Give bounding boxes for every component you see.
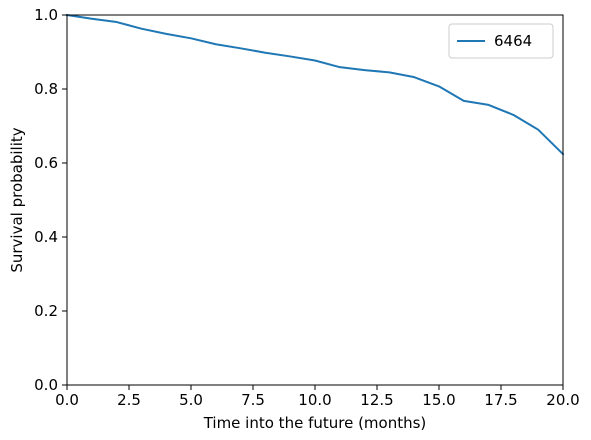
x-tick-label: 2.5 — [117, 391, 141, 409]
y-axis-ticks: 0.0 0.2 0.4 0.6 0.8 1.0 — [34, 6, 67, 394]
x-axis-label: Time into the future (months) — [203, 414, 427, 432]
x-tick-label: 12.5 — [360, 391, 393, 409]
x-axis-ticks: 0.0 2.5 5.0 7.5 10.0 12.5 15.0 17.5 20.0 — [55, 385, 580, 409]
y-tick-label: 1.0 — [34, 6, 58, 24]
legend-box — [448, 23, 554, 59]
legend: 6464 — [448, 23, 554, 59]
y-tick-label: 0.0 — [34, 376, 58, 394]
x-tick-label: 10.0 — [298, 391, 331, 409]
y-axis-label: Survival probability — [8, 127, 26, 272]
x-tick-label: 5.0 — [179, 391, 203, 409]
y-tick-label: 0.2 — [34, 302, 58, 320]
x-tick-label: 17.5 — [484, 391, 517, 409]
legend-label: 6464 — [494, 32, 532, 50]
series-line-0 — [65, 13, 565, 156]
x-tick-label: 0.0 — [55, 391, 79, 409]
y-tick-label: 0.6 — [34, 154, 58, 172]
y-tick-label: 0.8 — [34, 80, 58, 98]
x-tick-label: 20.0 — [546, 391, 579, 409]
y-tick-label: 0.4 — [34, 228, 58, 246]
x-tick-label: 15.0 — [422, 391, 455, 409]
x-tick-label: 7.5 — [241, 391, 265, 409]
